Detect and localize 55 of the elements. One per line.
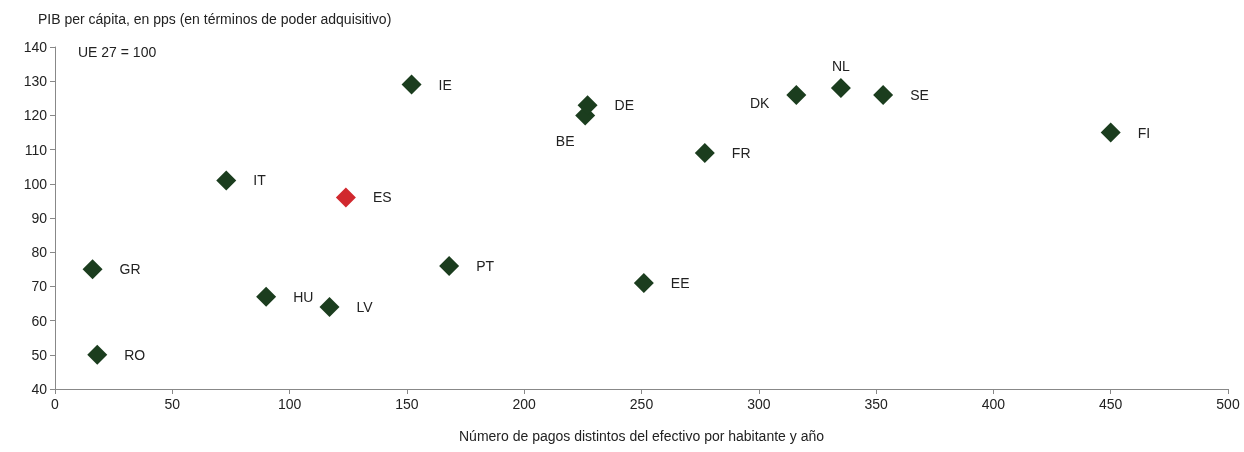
data-label: RO: [124, 346, 146, 363]
y-tick-label: 130: [23, 73, 48, 90]
x-tick-label: 250: [629, 396, 654, 412]
data-label: DK: [749, 94, 770, 111]
y-tick-label: 80: [31, 244, 48, 261]
annotation: UE 27 = 100: [78, 44, 157, 60]
point: [439, 255, 460, 276]
y-axis-title: PIB per cápita, en pps (en términos de poder adquisitivo): [38, 11, 392, 27]
point: [830, 78, 851, 99]
point: [216, 170, 237, 191]
x-axis-title: Número de pagos distintos del efectivo por habitante y año: [458, 428, 825, 444]
x-tick-label: 350: [864, 396, 888, 412]
point: [786, 84, 807, 105]
point: [256, 286, 277, 307]
x-tick-label: 0: [51, 396, 60, 412]
data-label: IE: [438, 76, 452, 93]
data-label: NL: [831, 58, 851, 75]
point: [335, 187, 356, 208]
y-tick-label: 140: [23, 39, 48, 55]
y-tick-label: 100: [23, 175, 48, 192]
point: [873, 84, 894, 105]
x-tick-label: 300: [747, 396, 771, 412]
data-label: FR: [731, 145, 751, 162]
point: [82, 259, 103, 280]
data-label: HU: [293, 288, 314, 305]
data-label: BE: [555, 133, 575, 150]
data-label: LV: [356, 298, 374, 315]
y-tick-label: 70: [31, 278, 48, 295]
data-label: GR: [119, 261, 141, 278]
x-tick-label: 400: [981, 396, 1006, 412]
data-label: SE: [910, 86, 929, 103]
x-tick-label: 500: [1216, 396, 1240, 412]
y-tick-label: 60: [31, 312, 48, 329]
point: [401, 74, 422, 95]
point: [87, 344, 108, 365]
data-label: IT: [253, 172, 267, 189]
point: [319, 296, 340, 317]
data-label: PT: [476, 257, 495, 274]
y-tick-label: 110: [24, 141, 48, 158]
point: [633, 272, 654, 293]
point: [1100, 122, 1121, 143]
x-tick-label: 200: [512, 396, 537, 412]
y-tick-label: 90: [31, 210, 48, 226]
data-label: EE: [670, 274, 690, 291]
point: [694, 143, 715, 164]
data-label: FI: [1137, 124, 1151, 141]
y-tick-label: 50: [31, 346, 48, 363]
x-tick-label: 450: [1099, 396, 1123, 412]
y-tick-label: 120: [23, 107, 48, 124]
x-tick-label: 150: [395, 396, 419, 412]
y-tick-label: 40: [31, 381, 48, 397]
x-tick-label: 100: [277, 396, 302, 412]
data-label: DE: [614, 97, 634, 114]
x-tick-label: 50: [164, 396, 181, 412]
data-label: ES: [372, 189, 392, 206]
